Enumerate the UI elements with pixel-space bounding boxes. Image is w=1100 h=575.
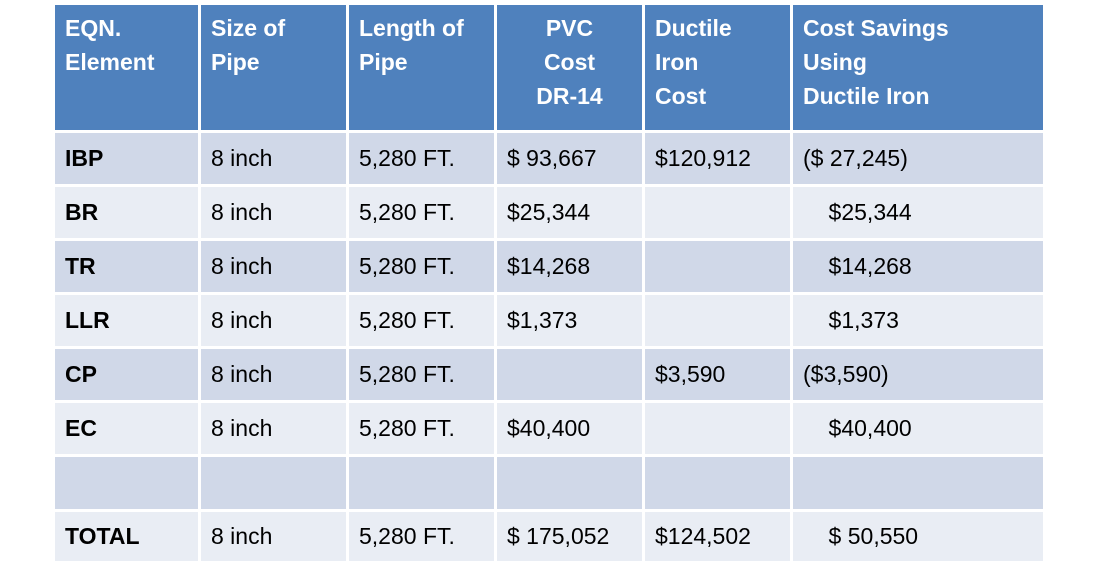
- empty-cell: [793, 457, 1043, 509]
- cell-pvc-cost: $25,344: [497, 187, 642, 238]
- cell-size: 8 inch: [201, 403, 346, 454]
- table-row: EC 8 inch 5,280 FT. $40,400 $40,400: [55, 403, 1043, 454]
- cell-length: 5,280 FT.: [349, 241, 494, 292]
- cell-size: 8 inch: [201, 241, 346, 292]
- row-label: EC: [55, 403, 198, 454]
- total-row: TOTAL 8 inch 5,280 FT. $ 175,052 $124,50…: [55, 512, 1043, 561]
- table-row: LLR 8 inch 5,280 FT. $1,373 $1,373: [55, 295, 1043, 346]
- table-row: IBP 8 inch 5,280 FT. $ 93,667 $120,912 (…: [55, 133, 1043, 184]
- cell-savings: $25,344: [793, 187, 1043, 238]
- cell-ductile-cost: [645, 187, 790, 238]
- cell-length: 5,280 FT.: [349, 403, 494, 454]
- cell-ductile-cost: $120,912: [645, 133, 790, 184]
- cell-ductile-cost: [645, 295, 790, 346]
- cell-pvc-cost: $1,373: [497, 295, 642, 346]
- cell-pvc-cost: $14,268: [497, 241, 642, 292]
- row-label: BR: [55, 187, 198, 238]
- empty-cell: [55, 457, 198, 509]
- empty-row: [55, 457, 1043, 509]
- cell-length: 5,280 FT.: [349, 187, 494, 238]
- cell-savings: $14,268: [793, 241, 1043, 292]
- header-ductile-iron-cost: Ductile Iron Cost: [645, 5, 790, 130]
- row-label: LLR: [55, 295, 198, 346]
- cell-savings: $ 50,550: [793, 512, 1043, 561]
- table-header: EQN. Element Size of Pipe Length of Pipe…: [55, 5, 1043, 130]
- row-label: TOTAL: [55, 512, 198, 561]
- table-row: CP 8 inch 5,280 FT. $3,590 ($3,590): [55, 349, 1043, 400]
- header-cost-savings: Cost Savings Using Ductile Iron: [793, 5, 1043, 130]
- table-row: TR 8 inch 5,280 FT. $14,268 $14,268: [55, 241, 1043, 292]
- empty-cell: [201, 457, 346, 509]
- cell-savings: $40,400: [793, 403, 1043, 454]
- header-eqn-element: EQN. Element: [55, 5, 198, 130]
- cell-length: 5,280 FT.: [349, 512, 494, 561]
- cell-size: 8 inch: [201, 295, 346, 346]
- cell-ductile-cost: [645, 241, 790, 292]
- table-row: BR 8 inch 5,280 FT. $25,344 $25,344: [55, 187, 1043, 238]
- header-size-of-pipe: Size of Pipe: [201, 5, 346, 130]
- row-label: CP: [55, 349, 198, 400]
- cell-ductile-cost: $124,502: [645, 512, 790, 561]
- empty-cell: [497, 457, 642, 509]
- cell-length: 5,280 FT.: [349, 349, 494, 400]
- cell-savings: ($ 27,245): [793, 133, 1043, 184]
- cell-size: 8 inch: [201, 512, 346, 561]
- cell-pvc-cost: $ 93,667: [497, 133, 642, 184]
- row-label: IBP: [55, 133, 198, 184]
- header-pvc-cost: PVC Cost DR-14: [497, 5, 642, 130]
- empty-cell: [645, 457, 790, 509]
- pipe-cost-table: EQN. Element Size of Pipe Length of Pipe…: [52, 2, 1046, 564]
- cell-ductile-cost: $3,590: [645, 349, 790, 400]
- cell-pvc-cost: $40,400: [497, 403, 642, 454]
- table-body: IBP 8 inch 5,280 FT. $ 93,667 $120,912 (…: [55, 133, 1043, 561]
- cell-size: 8 inch: [201, 349, 346, 400]
- cell-savings: $1,373: [793, 295, 1043, 346]
- header-row: EQN. Element Size of Pipe Length of Pipe…: [55, 5, 1043, 130]
- header-length-of-pipe: Length of Pipe: [349, 5, 494, 130]
- cell-pvc-cost: [497, 349, 642, 400]
- cell-size: 8 inch: [201, 133, 346, 184]
- cell-length: 5,280 FT.: [349, 295, 494, 346]
- empty-cell: [349, 457, 494, 509]
- cell-length: 5,280 FT.: [349, 133, 494, 184]
- row-label: TR: [55, 241, 198, 292]
- cell-size: 8 inch: [201, 187, 346, 238]
- cell-pvc-cost: $ 175,052: [497, 512, 642, 561]
- cell-ductile-cost: [645, 403, 790, 454]
- cell-savings: ($3,590): [793, 349, 1043, 400]
